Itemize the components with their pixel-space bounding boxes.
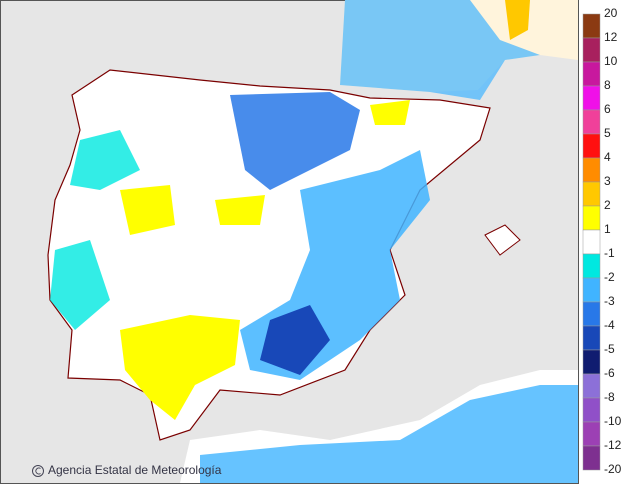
legend-label: -4	[604, 318, 615, 332]
legend-label: 8	[604, 78, 611, 92]
north-anomaly	[230, 92, 360, 190]
legend-label: 4	[604, 150, 611, 164]
legend-swatch	[582, 301, 601, 327]
legend-swatch	[582, 253, 601, 279]
legend-label: 5	[604, 126, 611, 140]
legend-swatch	[582, 205, 601, 231]
legend-label: -10	[604, 414, 622, 428]
warm-spot	[505, 0, 530, 40]
warm-area	[120, 185, 175, 235]
legend-label: 20	[604, 6, 618, 20]
legend-swatch	[582, 229, 601, 255]
legend-label: -5	[604, 342, 615, 356]
copyright-icon	[32, 465, 44, 477]
legend-label: 12	[604, 30, 618, 44]
legend-label: 10	[604, 54, 618, 68]
legend-swatch	[582, 181, 601, 207]
legend-swatch	[582, 373, 601, 399]
legend-swatch	[582, 349, 601, 375]
france-anomaly	[340, 0, 540, 100]
africa-anomaly	[200, 385, 578, 483]
legend-label: 2	[604, 198, 611, 212]
legend-label: 1	[604, 222, 611, 236]
legend-swatch	[582, 445, 601, 471]
legend-label: 6	[604, 102, 611, 116]
northwest-anomaly	[70, 130, 140, 190]
legend-label: -12	[604, 438, 622, 452]
legend-swatch	[582, 133, 601, 159]
legend-swatch	[582, 109, 601, 135]
legend-swatch	[582, 157, 601, 183]
central-warm-area	[215, 195, 265, 225]
copyright-icon-c	[35, 467, 41, 475]
legend-swatch	[582, 277, 601, 303]
legend-swatch	[582, 13, 601, 39]
legend-swatch	[582, 37, 601, 63]
legend-label: -20	[604, 462, 622, 476]
balearic	[484, 224, 521, 256]
legend: 20 12 10 8 6 5 4 3 2 1 -1 -2 -3 -4 -5 -6 -8 -10 -12 -20	[582, 6, 622, 476]
west-anomaly	[50, 240, 110, 330]
ebro-warm-area	[370, 100, 410, 125]
legend-swatch	[582, 61, 601, 87]
map: Agencia Estatal de Meteorología	[0, 0, 579, 484]
southeast-anomaly	[260, 305, 330, 375]
legend-swatch	[582, 397, 601, 423]
attribution: Agencia Estatal de Meteorología	[48, 463, 222, 477]
legend-swatch	[582, 325, 601, 351]
legend-swatch	[582, 421, 601, 447]
legend-label: -2	[604, 270, 615, 284]
legend-label: 3	[604, 174, 611, 188]
legend-label: -8	[604, 390, 615, 404]
legend-label: -1	[604, 246, 615, 260]
south-warm-area	[120, 315, 240, 420]
legend-label: -6	[604, 366, 615, 380]
legend-label: -3	[604, 294, 615, 308]
legend-swatch	[582, 85, 601, 111]
